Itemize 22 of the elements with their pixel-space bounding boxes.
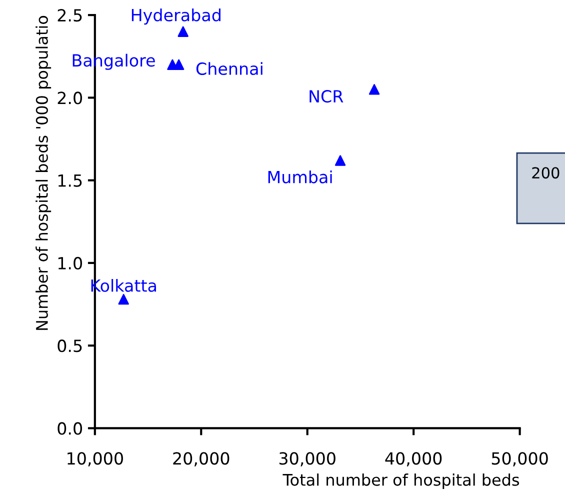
x-tick-label: 40,000 <box>385 452 442 466</box>
y-tick-label: 0.5 <box>58 340 82 352</box>
text: 200 <box>532 167 560 179</box>
x-tick-label: 30,000 <box>279 452 336 466</box>
point <box>178 26 188 37</box>
y-tick-label: 0.0 <box>58 422 82 435</box>
annotation: Hyderabad <box>132 8 220 25</box>
y-tick-label: 1.5 <box>58 174 82 187</box>
y-tick-label: 2.5 <box>58 9 82 22</box>
annotation: Mumbai <box>268 170 332 184</box>
x-tick-label: 20,000 <box>173 452 230 466</box>
point <box>118 294 129 305</box>
y-tick-label: 2.0 <box>58 92 82 104</box>
point <box>334 155 346 166</box>
point <box>368 84 380 95</box>
x-axis-title: Total number of hospital beds <box>282 474 520 489</box>
y-axis-title: Number of hospital beds '000 populatio <box>36 16 52 330</box>
annotation: NCR <box>310 90 344 103</box>
y-tick-label: 1.0 <box>58 256 82 270</box>
x-tick-label: 50,000 <box>492 452 548 466</box>
annotation: Chennai <box>196 62 262 76</box>
x-tick-label: 10,000 <box>68 452 123 466</box>
